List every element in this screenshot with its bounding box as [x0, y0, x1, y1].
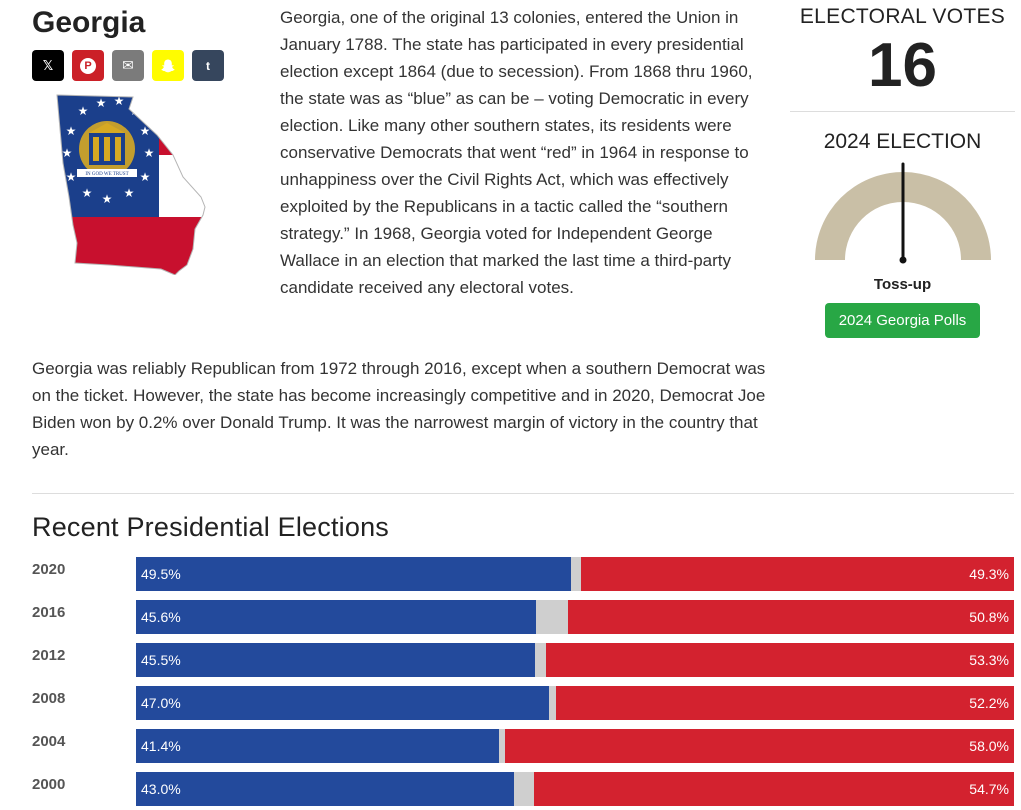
gauge-hub — [899, 256, 906, 264]
election-year: 2012 — [32, 647, 66, 664]
share-snapchat-button[interactable] — [152, 50, 184, 81]
rep-percent: 54.7% — [969, 781, 1009, 797]
rep-percent: 58.0% — [969, 738, 1009, 754]
election-row: 2020 49.5% 49.3% — [32, 557, 1014, 591]
sidebar-divider — [790, 111, 1015, 112]
dem-percent: 47.0% — [141, 695, 181, 711]
sidebar: ELECTORAL VOTES 16 2024 ELECTION Toss-up… — [790, 0, 1015, 338]
election-row: 2016 45.6% 50.8% — [32, 600, 1014, 634]
svg-text:★: ★ — [102, 192, 113, 206]
dem-bar: 43.0% — [136, 772, 514, 806]
svg-text:IN GOD WE TRUST: IN GOD WE TRUST — [85, 172, 128, 177]
rep-bar: 50.8% — [567, 600, 1014, 634]
election-year: 2000 — [32, 776, 66, 793]
snapchat-icon — [161, 59, 175, 72]
election-row: 2012 45.5% 53.3% — [32, 643, 1014, 677]
dem-percent: 43.0% — [141, 781, 181, 797]
rep-percent: 50.8% — [969, 609, 1009, 625]
svg-text:★: ★ — [124, 186, 135, 200]
intro-text: Georgia, one of the original 13 colonies… — [280, 8, 753, 297]
election-year: 2008 — [32, 690, 66, 707]
election-row: 2004 41.4% 58.0% — [32, 729, 1014, 763]
svg-text:★: ★ — [140, 170, 151, 184]
result-bar[interactable]: 47.0% 52.2% — [136, 686, 1014, 720]
share-x-button[interactable]: 𝕏 — [32, 50, 64, 81]
rep-bar: 53.3% — [546, 643, 1014, 677]
dem-percent: 49.5% — [141, 566, 181, 582]
share-tumblr-button[interactable]: t — [192, 50, 224, 81]
elections-chart: 2020 49.5% 49.3% 2016 45.6% 50.8% 2012 4… — [32, 557, 1014, 810]
georgia-state-map-image: IN GOD WE TRUST ★ ★ ★ ★ ★ ★ ★ ★ ★ ★ ★ ★ … — [56, 94, 206, 275]
dem-bar: 49.5% — [136, 557, 571, 591]
section-title: Recent Presidential Elections — [32, 512, 389, 542]
map-float-spacer — [32, 4, 280, 300]
email-icon: ✉ — [122, 57, 134, 73]
gauge-status: Toss-up — [873, 276, 932, 293]
rep-bar: 49.3% — [581, 557, 1014, 591]
dem-bar: 45.5% — [136, 643, 536, 677]
x-icon: 𝕏 — [42, 57, 54, 73]
rep-percent: 52.2% — [969, 695, 1009, 711]
electoral-votes-count: 16 — [868, 31, 937, 100]
gauge-arc — [814, 172, 991, 260]
svg-text:★: ★ — [82, 186, 93, 200]
svg-text:★: ★ — [96, 96, 107, 110]
electoral-votes-label: ELECTORAL VOTES — [799, 5, 1006, 28]
svg-text:★: ★ — [66, 124, 77, 138]
result-bar[interactable]: 45.6% 50.8% — [136, 600, 1014, 634]
election-year: 2016 — [32, 604, 66, 621]
dem-percent: 45.6% — [141, 609, 181, 625]
dem-bar: 41.4% — [136, 729, 500, 763]
svg-text:★: ★ — [144, 146, 155, 160]
election-row: 2000 43.0% 54.7% — [32, 772, 1014, 806]
rep-bar: 52.2% — [555, 686, 1014, 720]
polls-button[interactable]: 2024 Georgia Polls — [824, 303, 981, 338]
svg-text:★: ★ — [114, 94, 125, 108]
svg-text:★: ★ — [66, 170, 77, 184]
svg-text:★: ★ — [78, 104, 89, 118]
intro-paragraph: Georgia, one of the original 13 colonies… — [32, 4, 760, 301]
page-title: Georgia — [32, 6, 146, 39]
rep-percent: 53.3% — [969, 652, 1009, 668]
rep-percent: 49.3% — [969, 566, 1009, 582]
result-bar[interactable]: 49.5% 49.3% — [136, 557, 1014, 591]
history-paragraph: Georgia was reliably Republican from 197… — [32, 359, 766, 459]
election-2024-label: 2024 ELECTION — [823, 130, 982, 153]
dem-percent: 41.4% — [141, 738, 181, 754]
dem-percent: 45.5% — [141, 652, 181, 668]
result-bar[interactable]: 43.0% 54.7% — [136, 772, 1014, 806]
dem-bar: 47.0% — [136, 686, 549, 720]
dem-bar: 45.6% — [136, 600, 537, 634]
rep-bar: 54.7% — [533, 772, 1014, 806]
result-bar[interactable]: 41.4% 58.0% — [136, 729, 1014, 763]
share-buttons: 𝕏 P ✉ t — [32, 50, 224, 81]
pinterest-icon: P — [80, 57, 96, 74]
svg-text:★: ★ — [62, 146, 73, 160]
election-gauge — [814, 162, 991, 264]
share-pinterest-button[interactable]: P — [72, 50, 104, 81]
tumblr-icon: t — [206, 58, 210, 73]
svg-text:★: ★ — [140, 124, 151, 138]
share-email-button[interactable]: ✉ — [112, 50, 144, 81]
election-year: 2004 — [32, 733, 66, 750]
election-row: 2008 47.0% 52.2% — [32, 686, 1014, 720]
result-bar[interactable]: 45.5% 53.3% — [136, 643, 1014, 677]
rep-bar: 58.0% — [504, 729, 1014, 763]
election-year: 2020 — [32, 561, 66, 578]
section-divider — [32, 493, 1014, 494]
